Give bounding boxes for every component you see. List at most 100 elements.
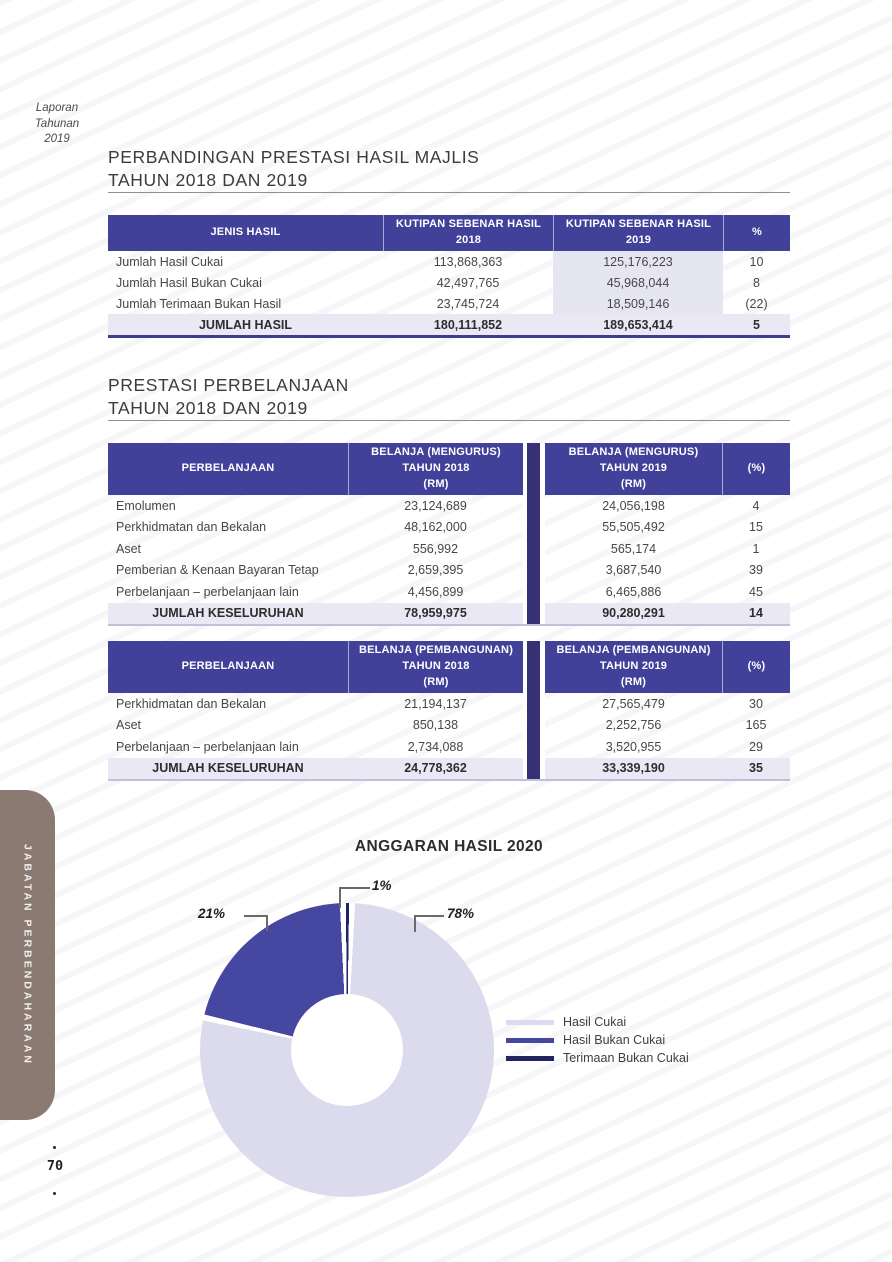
header-belanja-2019: BELANJA (MENGURUS) TAHUN 2019 (RM) — [568, 446, 699, 490]
legend-item: Terimaan Bukan Cukai — [506, 1049, 689, 1067]
cell-percent: 165 — [745, 718, 767, 733]
table-total-row: JUMLAH KESELURUHAN 78,959,975 90,280,291… — [108, 602, 790, 624]
cell-label: Perbelanjaan – perbelanjaan lain — [116, 584, 299, 599]
cell-2018: 23,124,689 — [404, 498, 467, 513]
slice-label-terimaan: 1% — [372, 878, 392, 893]
cell-2019: 3,520,955 — [605, 739, 662, 754]
slice-label-hasil-bukan-cukai: 21% — [198, 906, 226, 921]
header-jenis-hasil: JENIS HASIL — [210, 226, 281, 239]
brand-line: Tahunan — [34, 117, 80, 130]
cell-total-2018: 78,959,975 — [348, 602, 523, 624]
cell-percent: 39 — [749, 563, 763, 578]
chart-title: ANGGARAN HASIL 2020 — [354, 838, 544, 855]
cell-2018: 21,194,137 — [404, 696, 467, 711]
title-line: TAHUN 2018 DAN 2019 — [108, 169, 308, 190]
header-kutipan-2018: KUTIPAN SEBENAR HASIL 2018 — [383, 215, 553, 251]
cell-2018: 48,162,000 — [404, 520, 467, 535]
cell-2018: 850,138 — [412, 718, 459, 733]
section-title-hasil: PERBANDINGAN PRESTASI HASIL MAJLIS TAHUN… — [108, 146, 479, 192]
legend-label: Hasil Cukai — [563, 1015, 627, 1029]
callout-line — [414, 915, 444, 917]
table-row: Pemberian & Kenaan Bayaran Tetap 2,659,3… — [108, 559, 790, 581]
cell-2018: 4,456,899 — [407, 584, 464, 599]
table-header-row: PERBELANJAAN BELANJA (MENGURUS) TAHUN 20… — [108, 443, 790, 495]
cell-total-2018: 24,778,362 — [348, 757, 523, 779]
cell-percent: 10 — [749, 254, 764, 269]
brand-line: 2019 — [44, 133, 70, 146]
cell-2019: 565,174 — [610, 541, 657, 556]
callout-line — [266, 915, 268, 931]
header-belanja-2018: BELANJA (PEMBANGUNAN) TAHUN 2018 (RM) — [348, 641, 523, 693]
cell-total-percent: 35 — [722, 757, 790, 779]
legend-item: Hasil Cukai — [506, 1013, 689, 1031]
page-number: 70 — [46, 1158, 64, 1174]
cell-percent: 15 — [749, 520, 763, 535]
cell-label: Pemberian & Kenaan Bayaran Tetap — [116, 563, 319, 578]
slice-label-hasil-cukai: 78% — [447, 906, 475, 921]
belanja-pembangunan-table: PERBELANJAAN BELANJA (PEMBANGUNAN) TAHUN… — [108, 641, 790, 781]
table-row: Perkhidmatan dan Bekalan 48,162,000 55,5… — [108, 516, 790, 538]
cell-2018: 556,992 — [412, 541, 459, 556]
table-row: Perbelanjaan – perbelanjaan lain 2,734,0… — [108, 736, 790, 758]
section-title-perbelanjaan: PRESTASI PERBELANJAAN TAHUN 2018 DAN 201… — [108, 374, 349, 420]
anggaran-hasil-chart: ANGGARAN HASIL 2020 1% 78% 21% Hasil Cuk… — [0, 830, 892, 1230]
sidebar-tab-jabatan-perbendaharaan: JABATAN PERBENDAHARAAN — [0, 790, 55, 1120]
legend-swatch-hasil-cukai — [506, 1019, 554, 1025]
table-row: Jumlah Hasil Cukai 113,868,363 125,176,2… — [108, 251, 790, 272]
cell-2018: 23,745,724 — [436, 296, 500, 311]
cell-2018: 2,659,395 — [407, 563, 464, 578]
page-number-dot — [53, 1192, 56, 1195]
title-underline — [108, 192, 790, 193]
cell-2018: 113,868,363 — [433, 254, 503, 269]
callout-line — [339, 887, 341, 908]
cell-2019: 45,968,044 — [553, 272, 723, 293]
cell-label: Jumlah Hasil Cukai — [116, 254, 223, 269]
belanja-mengurus-table: PERBELANJAAN BELANJA (MENGURUS) TAHUN 20… — [108, 443, 790, 626]
cell-2019: 55,505,492 — [602, 520, 665, 535]
legend-label: Terimaan Bukan Cukai — [563, 1051, 689, 1065]
page-number-dot — [53, 1146, 56, 1149]
cell-percent: 29 — [749, 739, 763, 754]
header-perbelanjaan: PERBELANJAAN — [181, 660, 275, 673]
cell-label: Emolumen — [116, 498, 176, 513]
cell-2018: 42,497,765 — [436, 275, 500, 290]
cell-total-percent: 14 — [722, 602, 790, 624]
header-perbelanjaan: PERBELANJAAN — [181, 462, 275, 475]
cell-label: Aset — [116, 541, 142, 556]
cell-percent: 30 — [749, 696, 763, 711]
table-header-row: PERBELANJAAN BELANJA (PEMBANGUNAN) TAHUN… — [108, 641, 790, 693]
cell-2019: 27,565,479 — [602, 696, 665, 711]
table-header-row: JENIS HASIL KUTIPAN SEBENAR HASIL 2018 K… — [108, 215, 790, 251]
title-underline — [108, 420, 790, 421]
header-percent: % — [723, 215, 790, 251]
cell-percent: 45 — [749, 584, 763, 599]
legend-swatch-hasil-bukan-cukai — [506, 1037, 554, 1043]
title-line: PRESTASI PERBELANJAAN — [108, 375, 349, 395]
header-percent: (%) — [722, 641, 790, 693]
cell-label: Aset — [116, 718, 142, 733]
legend-swatch-terimaan-bukan-cukai — [506, 1055, 554, 1061]
hasil-comparison-table: JENIS HASIL KUTIPAN SEBENAR HASIL 2018 K… — [108, 215, 790, 338]
brand-line: Laporan — [35, 102, 79, 114]
table-row: Aset 556,992 565,174 1 — [108, 538, 790, 560]
table-row: Jumlah Terimaan Bukan Hasil 23,745,724 1… — [108, 293, 790, 314]
legend-item: Hasil Bukan Cukai — [506, 1031, 689, 1049]
cell-2019: 24,056,198 — [602, 498, 665, 513]
cell-label: Jumlah Hasil Bukan Cukai — [116, 275, 262, 290]
cell-total-label: JUMLAH KESELURUHAN — [108, 602, 348, 624]
cell-2019: 2,252,756 — [605, 718, 662, 733]
table-row: Jumlah Hasil Bukan Cukai 42,497,765 45,9… — [108, 272, 790, 293]
cell-percent: 4 — [752, 498, 760, 513]
table-row: Emolumen 23,124,689 24,056,198 4 — [108, 495, 790, 517]
header-kutipan-2019: KUTIPAN SEBENAR HASIL 2019 — [553, 215, 723, 251]
cell-total-2019: 189,653,414 — [553, 314, 723, 335]
cell-2019: 18,509,146 — [553, 293, 723, 314]
table-total-row: JUMLAH HASIL 180,111,852 189,653,414 5 — [108, 314, 790, 335]
cell-label: Perkhidmatan dan Bekalan — [116, 520, 267, 535]
year-divider-bar — [527, 641, 540, 779]
title-line: PERBANDINGAN PRESTASI HASIL MAJLIS — [108, 147, 480, 167]
table-row: Aset 850,138 2,252,756 165 — [108, 714, 790, 736]
table-total-row: JUMLAH KESELURUHAN 24,778,362 33,339,190… — [108, 757, 790, 779]
cell-percent: (22) — [745, 296, 768, 311]
